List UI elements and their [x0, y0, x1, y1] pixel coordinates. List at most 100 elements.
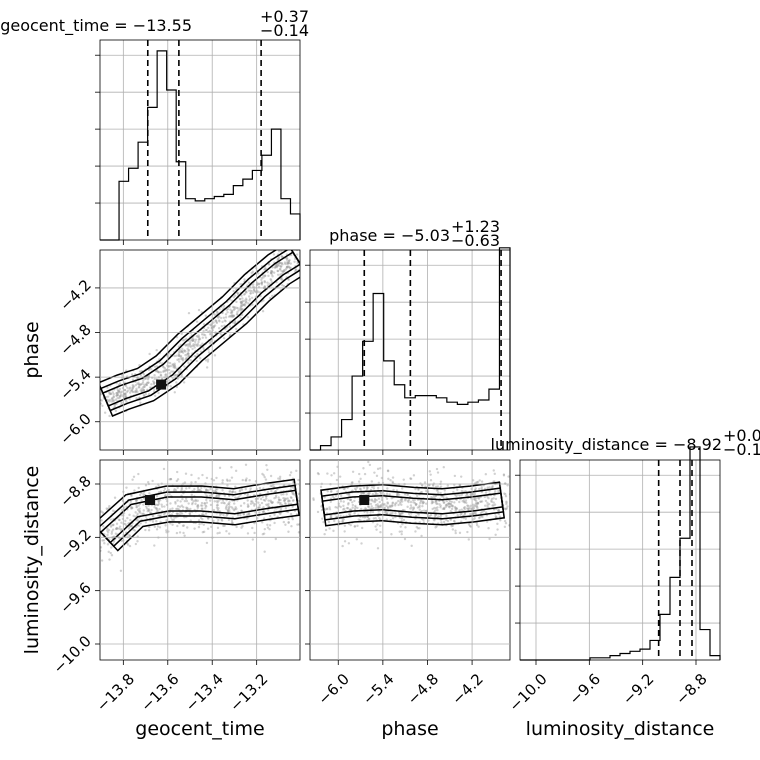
sample-point [239, 504, 243, 508]
sample-point [132, 385, 136, 388]
sample-point [243, 278, 246, 281]
sample-point [128, 387, 131, 390]
sample-point [295, 469, 298, 473]
sample-point [460, 512, 463, 515]
sample-point [268, 514, 272, 518]
sample-point [373, 500, 377, 504]
sample-point [212, 325, 215, 328]
sample-point [220, 501, 223, 505]
x-tick-label-phase: −4.2 [448, 670, 486, 708]
sample-point [379, 504, 382, 507]
sample-point [493, 490, 497, 493]
sample-point [472, 518, 475, 521]
sample-point [266, 270, 269, 274]
sample-point [400, 503, 403, 506]
sample-point [134, 391, 138, 394]
sample-point [139, 401, 142, 405]
sample-point [234, 491, 237, 494]
sample-point [485, 511, 488, 514]
contour-level-1 [100, 250, 300, 417]
sample-point [236, 513, 240, 517]
sample-point [100, 398, 102, 402]
sample-point [203, 502, 206, 505]
sample-point [241, 478, 244, 482]
sample-point [173, 488, 176, 491]
sample-point [240, 509, 243, 512]
sample-point [176, 504, 180, 508]
sample-point [130, 506, 134, 510]
sample-point [349, 498, 352, 501]
sample-point [132, 528, 135, 532]
sample-point [100, 519, 103, 522]
sample-point [276, 257, 279, 261]
sample-point [101, 404, 104, 407]
sample-point [454, 509, 457, 512]
sample-point [379, 467, 382, 470]
sample-point [135, 389, 138, 392]
sample-point [268, 524, 272, 527]
sample-point [252, 288, 256, 291]
sample-point [97, 513, 99, 515]
sample-point [226, 508, 229, 511]
sample-point [180, 332, 183, 335]
histogram-phase [310, 247, 511, 451]
sample-point [106, 529, 109, 532]
sample-point [319, 485, 323, 489]
sample-point [153, 377, 156, 381]
sample-point [481, 515, 484, 519]
sample-point [108, 390, 111, 394]
sample-point [351, 501, 354, 504]
sample-point [494, 533, 497, 537]
sample-point [169, 508, 172, 511]
sample-point [209, 340, 213, 343]
sample-point [102, 539, 106, 542]
sample-point [230, 505, 233, 509]
sample-point [106, 527, 109, 530]
sample-point [193, 346, 196, 349]
sample-point [342, 456, 344, 458]
sample-point [266, 526, 270, 529]
sample-point [157, 500, 160, 504]
sample-point [410, 506, 413, 509]
sample-point [379, 506, 383, 509]
sample-point [212, 326, 215, 329]
sample-point [256, 497, 260, 500]
sample-point [428, 515, 431, 518]
sample-point [343, 540, 347, 543]
sample-point [112, 392, 115, 396]
sample-point [168, 361, 172, 365]
sample-point [217, 327, 221, 330]
sample-point [186, 352, 190, 356]
sample-point [245, 517, 248, 520]
sample-point [222, 513, 225, 517]
sample-point [284, 268, 287, 271]
sample-point [204, 504, 207, 507]
sample-point [468, 506, 471, 509]
sample-point [168, 478, 171, 481]
sample-point [142, 388, 145, 391]
sample-point [218, 320, 221, 323]
sample-point [184, 350, 187, 353]
sample-point [376, 467, 380, 471]
sample-point [119, 394, 122, 398]
sample-point [232, 315, 235, 318]
sample-point [107, 550, 110, 554]
sample-point [199, 516, 203, 519]
sample-point [458, 500, 461, 504]
sample-point [133, 390, 136, 394]
sample-point [263, 274, 267, 278]
sample-point [107, 528, 111, 532]
sample-point [287, 260, 291, 263]
sample-point [326, 507, 329, 511]
sample-point [280, 262, 283, 265]
sample-point [262, 498, 266, 502]
sample-point [301, 262, 303, 264]
sample-point [466, 530, 469, 534]
sample-point [177, 370, 180, 373]
sample-point [277, 257, 280, 260]
sample-point [187, 361, 190, 365]
sample-point [222, 501, 225, 505]
sample-point [128, 397, 131, 401]
sample-point [230, 519, 234, 523]
y-tick-label-luminosity-distance: −9.2 [56, 525, 94, 563]
